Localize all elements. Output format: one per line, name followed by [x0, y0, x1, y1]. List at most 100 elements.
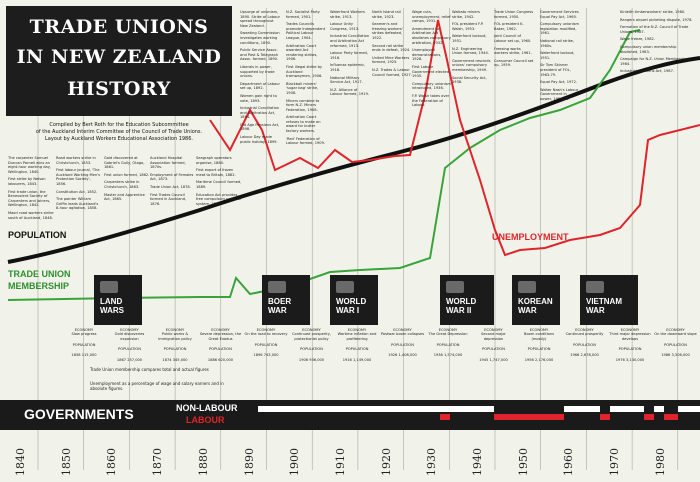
title-line-1: TRADE UNIONS: [29, 16, 209, 38]
war-banner: WORLD WAR II: [440, 275, 494, 325]
event-entry: First Trades Council formed in Auckland,…: [150, 192, 187, 206]
war-label: LAND WARS: [100, 297, 124, 315]
event-column: Government Services Equal Pay Act, 1960.…: [540, 10, 580, 105]
economy-heading: ECONOMY Boom conditions (mostly): [524, 328, 554, 341]
early-event-column: The carpenter Samuel Duncan Parnell wins…: [8, 156, 54, 223]
economy-row: POPULATION: [573, 342, 596, 347]
event-entry: F.P. Walsh takes over the Federation of …: [412, 93, 450, 108]
event-entry: North Island rail strike, 1923.: [372, 10, 401, 19]
economy-column: ECONOMY On the road to recovery POPULATIO…: [244, 328, 288, 358]
war-banner: LAND WARS: [94, 275, 142, 325]
event-entry: Sweating Commission investigates working…: [240, 31, 280, 45]
economy-column: ECONOMY Public works & immigration polic…: [153, 328, 197, 362]
economy-column: ECONOMY On the downward slope POPULATION 1…: [654, 328, 698, 358]
economy-row: 1874 345,000: [162, 357, 188, 362]
labour-label: LABOUR: [186, 415, 225, 425]
economy-row: POPULATION: [618, 347, 642, 352]
economy-heading: ECONOMY Gold discoveries expansion: [114, 328, 145, 341]
economy-row: POPULATION: [118, 347, 141, 352]
war-icon: [586, 281, 604, 293]
event-entry: Road workers strike in Christchurch, 185…: [56, 156, 96, 165]
decade-label: 1900: [288, 448, 302, 476]
economy-heading: ECONOMY Wartime inflation and profiteeri…: [337, 328, 377, 341]
governments-label: GOVERNMENTS: [24, 406, 134, 422]
event-entry: The carpenter Samuel Duncan Parnell wins…: [8, 156, 51, 174]
economy-row: 1956 2,176,000: [524, 357, 554, 362]
decade-label: 1880: [196, 448, 210, 476]
event-column: Trade Union Congress formed, 1950. FOL pr…: [494, 10, 534, 71]
event-entry: Freezing works workers strike, 1961.: [494, 46, 532, 56]
event-entry: Industrial Relations Act, 1987.: [620, 69, 674, 74]
economy-row: POPULATION: [209, 347, 232, 352]
economy-row: POPULATION: [345, 347, 369, 352]
economy-row: 1945 1,747,000: [479, 357, 508, 362]
event-entry: Arbitration Court awarded Act rendering …: [286, 43, 318, 62]
event-entry: Labour Unity Congress, 1913.: [330, 22, 360, 31]
decade-axis: 1840 1850 1860 1870 1880 1890 1900 1910 1920 1930…: [0, 430, 700, 482]
economy-row: POPULATION: [163, 347, 187, 352]
event-entry: Labour Party formed, 1916.: [330, 51, 368, 60]
economy-row: 1926 1,408,000: [388, 353, 417, 358]
event-entry: Waikato miners strike, 1942.: [452, 10, 480, 19]
economy-heading: ECONOMY On the road to recovery: [244, 328, 288, 337]
membership-line: [7, 29, 641, 301]
event-entry: Kinleith timberworkers' strike, 1980.: [620, 10, 686, 14]
economy-row: POPULATION: [254, 342, 278, 347]
event-entry: Waterfront lockout, 1951.: [540, 51, 575, 60]
economy-row: POPULATION: [482, 347, 505, 352]
decade-label: 1870: [151, 448, 165, 476]
title-line-2: IN NEW ZEALAND: [16, 46, 222, 68]
decade-label: 1860: [105, 448, 119, 476]
economy-row: POPULATION: [527, 347, 551, 352]
war-icon: [336, 281, 354, 293]
credit-line-1: Compiled by Bert Roth for the Education …: [49, 122, 189, 128]
event-entry: Blackball miners' 'sugar bag' strike, 19…: [286, 81, 319, 95]
war-icon: [518, 281, 536, 293]
event-entry: Public Service Assoc. and Post & Telegra…: [240, 48, 279, 62]
event-entry: Labour Day made public holiday, 1899.: [240, 135, 278, 144]
war-label: BOER WAR: [268, 297, 292, 315]
event-entry: Government rescinds unions' compulsory m…: [452, 58, 491, 72]
population-label: POPULATION: [8, 230, 67, 240]
event-entry: Equal Pay Act, 1972.: [540, 80, 578, 85]
event-entry: United Mine Workers formed, 1925.: [372, 55, 410, 65]
event-column: Waikato miners strike, 1942. FOL presiden…: [452, 10, 492, 88]
economy-row: POPULATION: [300, 347, 323, 352]
decade-label: 1910: [333, 448, 347, 476]
credit-line-3: Layout by Auckland Workers Educational A…: [44, 136, 194, 142]
event-column: Kinleith timberworkers' strike, 1980. Ran…: [620, 10, 694, 77]
event-entry: Compulsory union membership abolished, 1…: [620, 44, 677, 54]
early-event-column: Road workers strike in Christchurch, 185…: [56, 156, 102, 214]
economy-heading: ECONOMY Public works & immigration polic…: [158, 328, 192, 341]
economy-row: POPULATION: [72, 342, 96, 347]
war-banner: KOREAN WAR: [512, 275, 560, 325]
legend-note: Trade Union membership compares total an…: [90, 367, 209, 372]
war-label: VIETNAM WAR: [586, 297, 622, 315]
event-entry: Consumer Council set up, 1959.: [494, 58, 534, 68]
event-entry: Sir Tom Skinner president of FOL, 1963-7…: [540, 63, 571, 77]
event-entry: Compulsory unionism legislation modified…: [540, 22, 579, 36]
event-entry: Employment of Females Act, 1873.: [150, 172, 194, 182]
event-entry: N.Z. Engineering Union formed, 1944.: [452, 46, 489, 56]
early-event-column: Gold discovered at Gabriel's Gully, Otag…: [104, 156, 150, 205]
event-entry: 'Red' Federation of Labour formed, 1909.: [286, 136, 326, 146]
government-periods: [258, 406, 700, 420]
decade-label: 1950: [516, 448, 530, 476]
economy-heading: ECONOMY Continued prosperity, protection…: [292, 328, 331, 341]
economy-row: 1936 1,574,000: [433, 353, 463, 358]
event-entry: First trade union, the Benevolent Societ…: [8, 189, 51, 208]
event-entry: Master and Apprentice Act, 1865.: [104, 192, 145, 202]
event-entry: N.Z. Alliance of Labour formed, 1919.: [330, 87, 370, 97]
war-banner: VIETNAM WAR: [580, 275, 638, 325]
event-entry: Waterfront lockout, 1951.: [452, 34, 487, 43]
economy-column: ECONOMY Gold discoveries expansion POPULA…: [108, 328, 152, 362]
economy-row: POPULATION: [664, 342, 687, 347]
event-entry: Wage freeze, 1982.: [620, 37, 655, 42]
decade-label: 1980: [653, 448, 667, 476]
event-column: North Island rail strike, 1923. Seamen's …: [372, 10, 412, 80]
event-entry: Second rail strike ends in defeat, 1924.: [372, 43, 411, 53]
economy-row: 1886 620,000: [207, 357, 234, 362]
membership-label: TRADE UNION MEMBERSHIP: [8, 269, 71, 291]
